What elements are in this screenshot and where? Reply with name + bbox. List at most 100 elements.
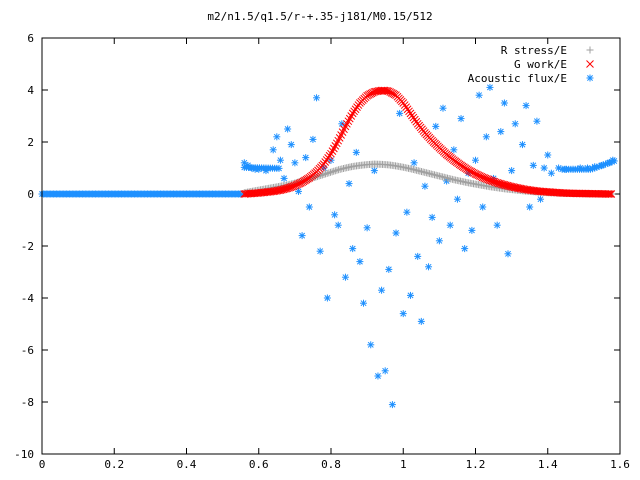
acoustic-flux-point <box>446 221 454 229</box>
r-stress-point <box>323 169 331 177</box>
acoustic-flux-point <box>425 263 433 271</box>
acoustic-flux-point <box>547 169 555 177</box>
g-work-point <box>490 177 499 186</box>
acoustic-flux-point <box>414 252 422 260</box>
acoustic-flux-point <box>410 159 418 167</box>
legend-marker <box>586 60 594 68</box>
r-stress-point <box>315 172 323 180</box>
plot-frame <box>41 37 621 455</box>
legend-label: G work/E <box>514 58 567 71</box>
g-work-point <box>487 176 496 185</box>
acoustic-flux-point <box>461 245 469 253</box>
r-stress-point <box>325 169 333 177</box>
acoustic-flux-point <box>313 94 321 102</box>
acoustic-flux-point <box>360 299 368 307</box>
g-work-point <box>285 183 293 192</box>
acoustic-flux-point <box>522 102 530 110</box>
data-marks <box>38 83 618 409</box>
acoustic-flux-point <box>305 203 313 211</box>
axes: 0 0.2 0.4 0.6 0.8 1 1.2 1.4 1.6 6 4 2 0 -2 -4 -6 -8 -10 <box>14 32 630 471</box>
g-work-point <box>494 179 503 188</box>
acoustic-flux-point <box>610 157 618 165</box>
acoustic-flux-point <box>406 291 414 299</box>
acoustic-flux-point <box>493 221 501 229</box>
g-work-point <box>604 190 613 198</box>
x-tick-label: 1 <box>400 458 407 471</box>
acoustic-flux-point <box>533 117 541 125</box>
g-work-point <box>282 184 291 193</box>
acoustic-flux-point <box>291 159 299 167</box>
acoustic-flux-point <box>388 401 396 409</box>
r-stress-point <box>328 168 336 176</box>
acoustic-flux-point <box>500 99 508 107</box>
legend-marker <box>586 46 594 54</box>
acoustic-flux-point <box>367 341 375 349</box>
acoustic-flux-point <box>529 161 537 169</box>
series-g-work <box>240 86 616 198</box>
acoustic-flux-point <box>269 146 277 154</box>
g-work-point <box>486 176 494 185</box>
legend-label: Acoustic flux/E <box>468 72 567 85</box>
acoustic-flux-point <box>396 109 404 117</box>
g-work-point <box>607 190 616 198</box>
x-tick-label: 0.4 <box>177 458 197 471</box>
acoustic-flux-point <box>341 273 349 281</box>
g-work-point <box>606 190 614 198</box>
acoustic-flux-point <box>508 167 516 175</box>
acoustic-flux-point <box>273 133 281 141</box>
legend-label: R stress/E <box>501 44 567 57</box>
g-work-point <box>493 178 502 187</box>
acoustic-flux-point <box>537 195 545 203</box>
acoustic-flux-point <box>544 151 552 159</box>
g-work-point <box>279 185 288 194</box>
y-tick-label: -4 <box>21 292 35 305</box>
acoustic-flux-point <box>450 146 458 154</box>
acoustic-flux-point <box>275 164 283 172</box>
g-work-point <box>491 178 500 187</box>
g-work-point <box>286 183 295 192</box>
acoustic-flux-point <box>345 180 353 188</box>
g-work-point <box>278 185 286 194</box>
acoustic-flux-point <box>457 115 465 123</box>
acoustic-flux-point <box>439 104 447 112</box>
g-work-point <box>499 180 507 189</box>
acoustic-flux-point <box>540 164 548 172</box>
acoustic-flux-point <box>334 221 342 229</box>
y-tick-label: 4 <box>27 84 34 97</box>
acoustic-flux-point <box>287 141 295 149</box>
acoustic-flux-point <box>399 310 407 318</box>
x-tick-label: 0 <box>39 458 46 471</box>
r-stress-point <box>333 166 341 174</box>
r-stress-point <box>320 170 328 178</box>
acoustic-flux-point <box>352 148 360 156</box>
y-tick-label: 6 <box>27 32 34 45</box>
y-tick-label: -8 <box>21 396 34 409</box>
acoustic-flux-point <box>284 125 292 133</box>
acoustic-flux-point <box>497 128 505 136</box>
g-work-point <box>501 181 510 190</box>
x-tick-label: 0.8 <box>321 458 341 471</box>
g-work-point <box>504 182 513 190</box>
acoustic-flux-point <box>421 182 429 190</box>
acoustic-flux-point <box>511 120 519 128</box>
series-acoustic-flux <box>38 83 618 409</box>
g-work-point <box>288 182 296 191</box>
y-tick-label: -6 <box>21 344 34 357</box>
g-work-point <box>503 181 512 190</box>
acoustic-flux-point <box>482 133 490 141</box>
r-stress-point <box>331 167 339 175</box>
acoustic-flux-point <box>518 141 526 149</box>
g-work-point <box>382 86 390 95</box>
g-work-point <box>283 184 292 193</box>
chart-title: m2/n1.5/q1.5/r-+.35-j181/M0.15/512 <box>207 10 432 23</box>
acoustic-flux-point <box>316 247 324 255</box>
y-tick-label: -2 <box>21 240 34 253</box>
acoustic-flux-point <box>526 203 534 211</box>
acoustic-flux-point <box>381 367 389 375</box>
acoustic-flux-point <box>472 156 479 164</box>
acoustic-flux-point <box>475 91 483 99</box>
acoustic-flux-point <box>349 245 357 253</box>
acoustic-flux-point <box>280 174 288 182</box>
acoustic-flux-point <box>392 229 400 237</box>
